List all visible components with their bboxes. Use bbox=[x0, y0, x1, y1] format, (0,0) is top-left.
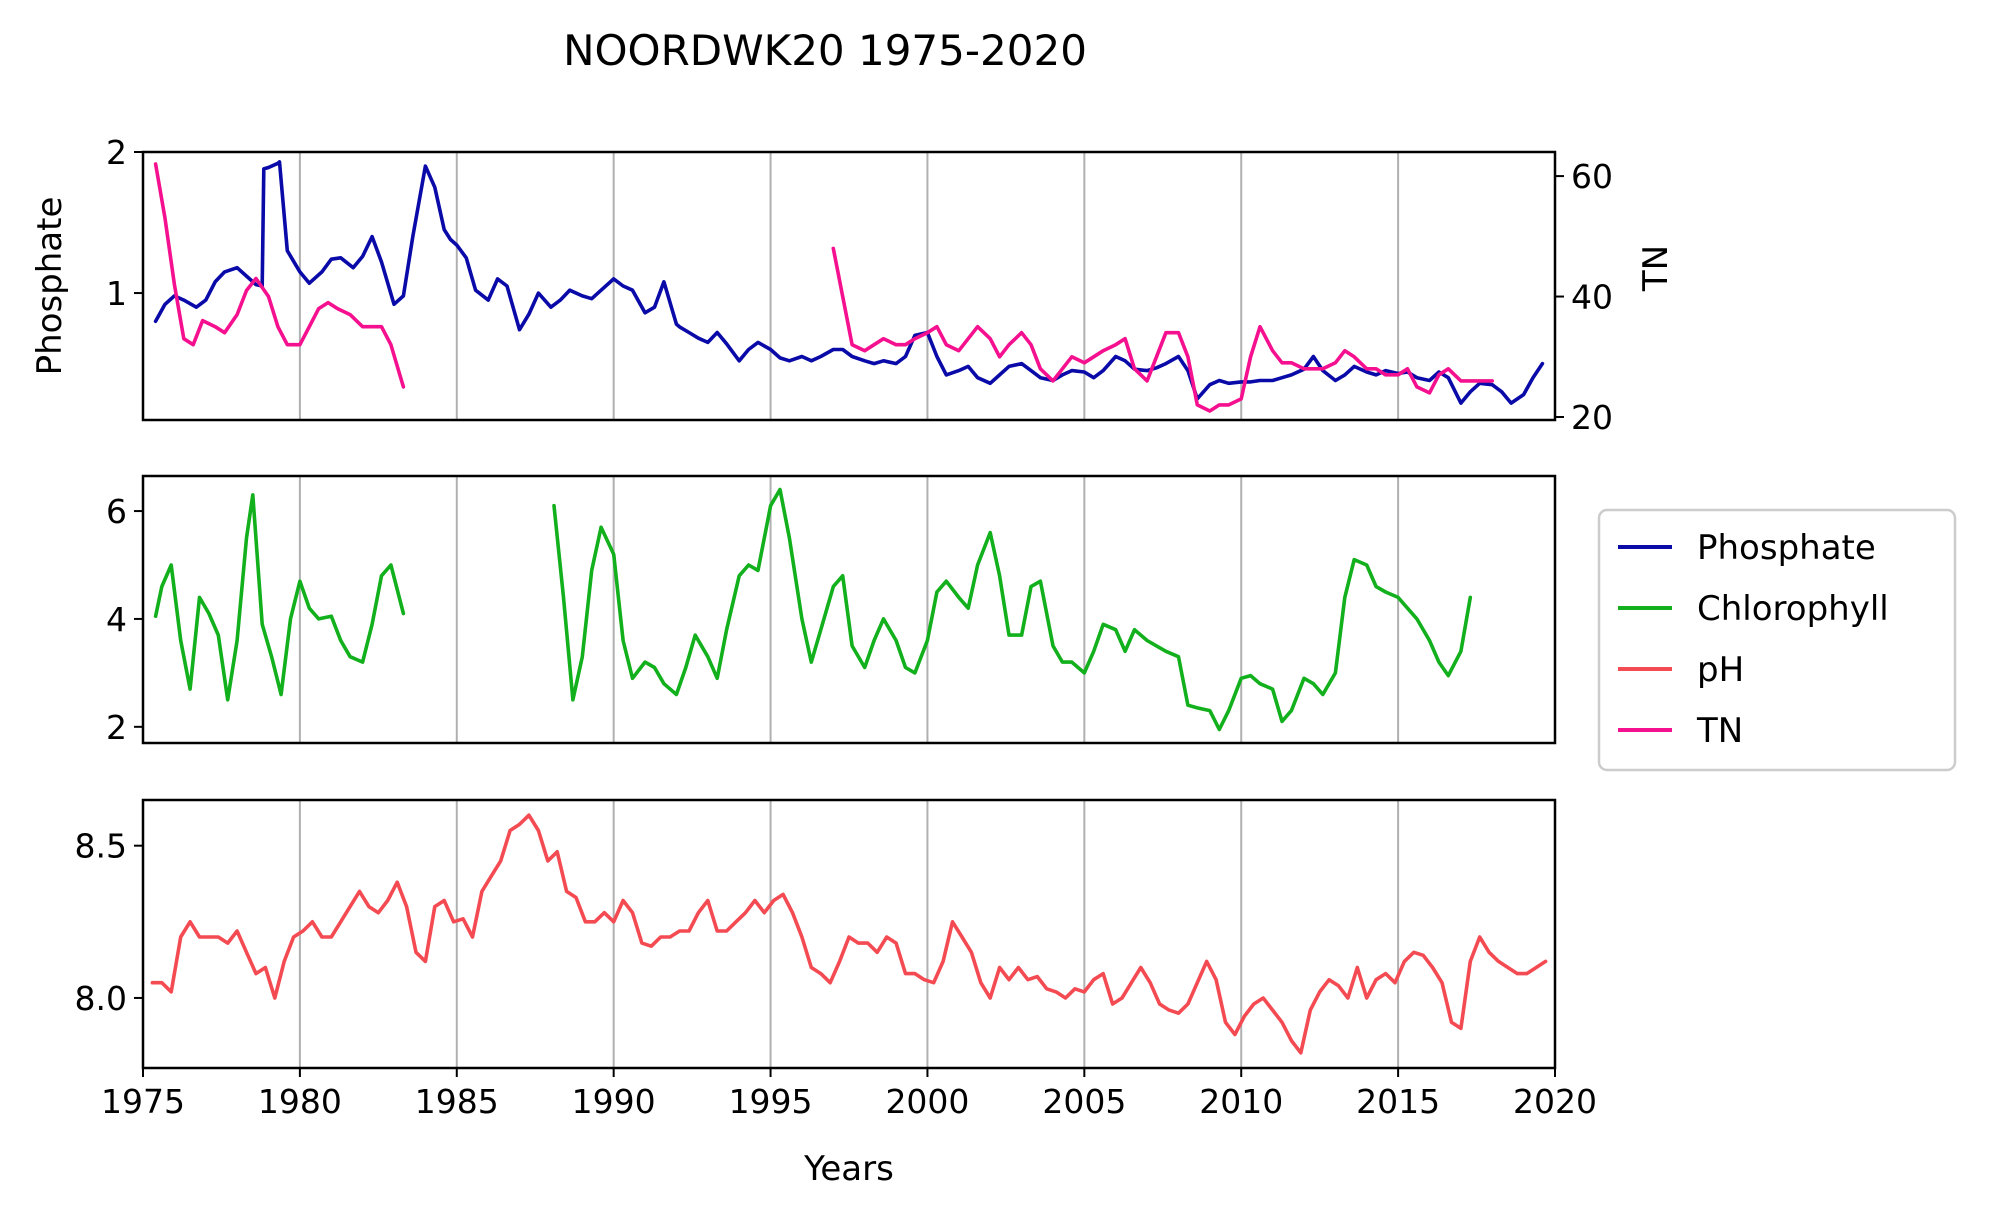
legend-box bbox=[1597, 508, 1957, 772]
series-line-tn bbox=[153, 162, 1494, 413]
series-line-ph bbox=[150, 813, 1548, 1055]
y-tick-label: 6 bbox=[106, 492, 127, 531]
x-tick-label: 2010 bbox=[1199, 1082, 1283, 1121]
panel-chlorophyll: 2 4 6 bbox=[106, 474, 1557, 747]
legend-label-phosphate: Phosphate bbox=[1697, 528, 1876, 568]
x-tick-label: 1990 bbox=[572, 1082, 656, 1121]
x-tick-label: 2015 bbox=[1356, 1082, 1440, 1121]
x-tick-label: 2020 bbox=[1513, 1082, 1597, 1121]
x-tick-label: 1975 bbox=[101, 1082, 185, 1121]
axes-frame bbox=[141, 150, 1557, 422]
y-right-tick-label: 60 bbox=[1571, 157, 1613, 196]
panel-ph: 8.0 8.5 1975 1980 1985 1990 1995 2000 2005 2010 20… bbox=[75, 798, 1597, 1121]
y-right-tick-label: 40 bbox=[1571, 278, 1613, 317]
legend-label-chlorophyll: Chlorophyll bbox=[1697, 589, 1889, 629]
y-axis-label: Phosphate bbox=[30, 197, 70, 376]
x-tick-label: 2005 bbox=[1042, 1082, 1126, 1121]
y-tick-label: 8.0 bbox=[75, 979, 127, 1018]
y-tick-label: 2 bbox=[106, 708, 127, 747]
y-tick-label: 1 bbox=[106, 274, 127, 313]
axes-frame bbox=[141, 474, 1557, 745]
legend-label-tn: TN bbox=[1696, 711, 1743, 751]
chart-title: NOORDWK20 1975-2020 bbox=[563, 26, 1087, 75]
legend-label-ph: pH bbox=[1697, 650, 1744, 690]
series-line-phosphate bbox=[153, 160, 1545, 405]
x-tick-label: 1980 bbox=[258, 1082, 342, 1121]
x-axis-label: Years bbox=[803, 1149, 894, 1189]
panel-phosphate-tn: 1 2 20 40 60 Phosphate TN bbox=[30, 133, 1676, 437]
y-tick-label: 2 bbox=[106, 133, 127, 172]
series-line-chlorophyll bbox=[153, 487, 1473, 732]
y-right-tick-label: 20 bbox=[1571, 398, 1613, 437]
x-tick-label: 2000 bbox=[885, 1082, 969, 1121]
x-tick-label: 1995 bbox=[729, 1082, 813, 1121]
y-tick-label: 4 bbox=[106, 600, 127, 639]
legend: Phosphate Chlorophyll pH TN bbox=[1597, 508, 1957, 772]
y-tick-label: 8.5 bbox=[75, 827, 127, 866]
x-tick-label: 1985 bbox=[415, 1082, 499, 1121]
axes-frame bbox=[141, 798, 1557, 1070]
y-right-axis-label: TN bbox=[1636, 245, 1676, 292]
